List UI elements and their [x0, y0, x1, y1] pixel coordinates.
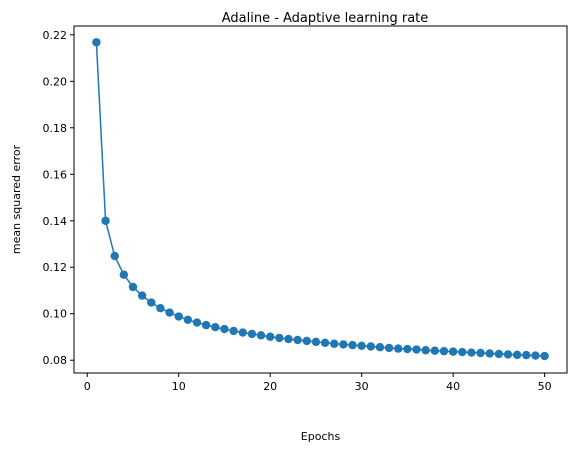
data-point — [494, 349, 504, 359]
data-point — [476, 348, 485, 358]
data-point — [101, 216, 110, 225]
data-point — [183, 315, 193, 324]
x-tick-label: 50 — [538, 380, 552, 393]
axes-frame — [73, 25, 568, 374]
data-point — [458, 347, 467, 357]
data-point — [366, 342, 376, 351]
data-point — [265, 332, 275, 341]
data-point — [403, 344, 412, 354]
data-point — [531, 351, 540, 360]
data-point — [375, 343, 385, 352]
data-point — [540, 351, 549, 361]
x-tick-label: 20 — [263, 380, 277, 393]
data-point — [421, 346, 430, 355]
data-point — [348, 340, 357, 350]
data-point — [339, 340, 348, 349]
data-point — [384, 343, 394, 353]
y-tick-label: 0.20 — [43, 75, 68, 88]
data-point — [165, 308, 174, 317]
x-tick-label: 10 — [172, 380, 186, 393]
data-point — [485, 349, 494, 358]
y-axis-label: mean squared error — [10, 144, 23, 254]
data-point — [156, 303, 165, 313]
data-point — [512, 350, 522, 360]
data-point — [302, 336, 311, 346]
data-point — [330, 339, 339, 348]
x-axis-label: Epochs — [301, 430, 341, 443]
data-point — [92, 38, 101, 47]
y-axis: 0.08 0.10 0.12 0.14 0.16 0.18 0.20 0.22 — [43, 29, 74, 367]
data-point — [192, 318, 202, 327]
x-tick-label: 40 — [446, 380, 460, 393]
y-tick-label: 0.12 — [43, 261, 68, 274]
data-point — [320, 338, 330, 347]
data-point — [174, 312, 183, 321]
data-point — [137, 291, 147, 300]
y-tick-label: 0.14 — [43, 215, 68, 228]
data-point — [311, 337, 321, 347]
data-point — [119, 270, 129, 279]
data-point — [503, 350, 513, 359]
data-point — [220, 324, 229, 334]
y-tick-label: 0.08 — [43, 354, 68, 367]
x-tick-label: 30 — [355, 380, 369, 393]
data-point — [467, 348, 476, 357]
data-point — [430, 346, 440, 355]
data-point — [147, 298, 156, 307]
data-point — [229, 326, 238, 336]
data-point — [201, 320, 211, 330]
y-tick-label: 0.16 — [43, 168, 68, 181]
y-tick-label: 0.10 — [43, 308, 68, 321]
data-point — [522, 350, 531, 360]
data-point — [110, 251, 119, 261]
data-point — [128, 282, 138, 292]
data-point — [211, 323, 220, 332]
y-tick-label: 0.18 — [43, 122, 68, 135]
x-axis: 0 10 20 30 40 50 — [84, 373, 552, 393]
data-point — [412, 345, 421, 354]
data-point — [357, 341, 366, 351]
x-tick-label: 0 — [84, 380, 91, 393]
data-point — [256, 331, 266, 340]
data-point — [439, 346, 449, 356]
data-point — [394, 344, 403, 353]
chart-title: Adaline - Adaptive learning rate — [222, 11, 429, 26]
data-point — [448, 347, 458, 356]
data-point — [247, 329, 257, 339]
y-tick-label: 0.22 — [43, 29, 68, 42]
data-point — [293, 335, 302, 345]
data-point — [238, 328, 247, 337]
data-point — [275, 333, 284, 343]
data-point — [284, 334, 293, 344]
plot-area — [92, 38, 549, 361]
